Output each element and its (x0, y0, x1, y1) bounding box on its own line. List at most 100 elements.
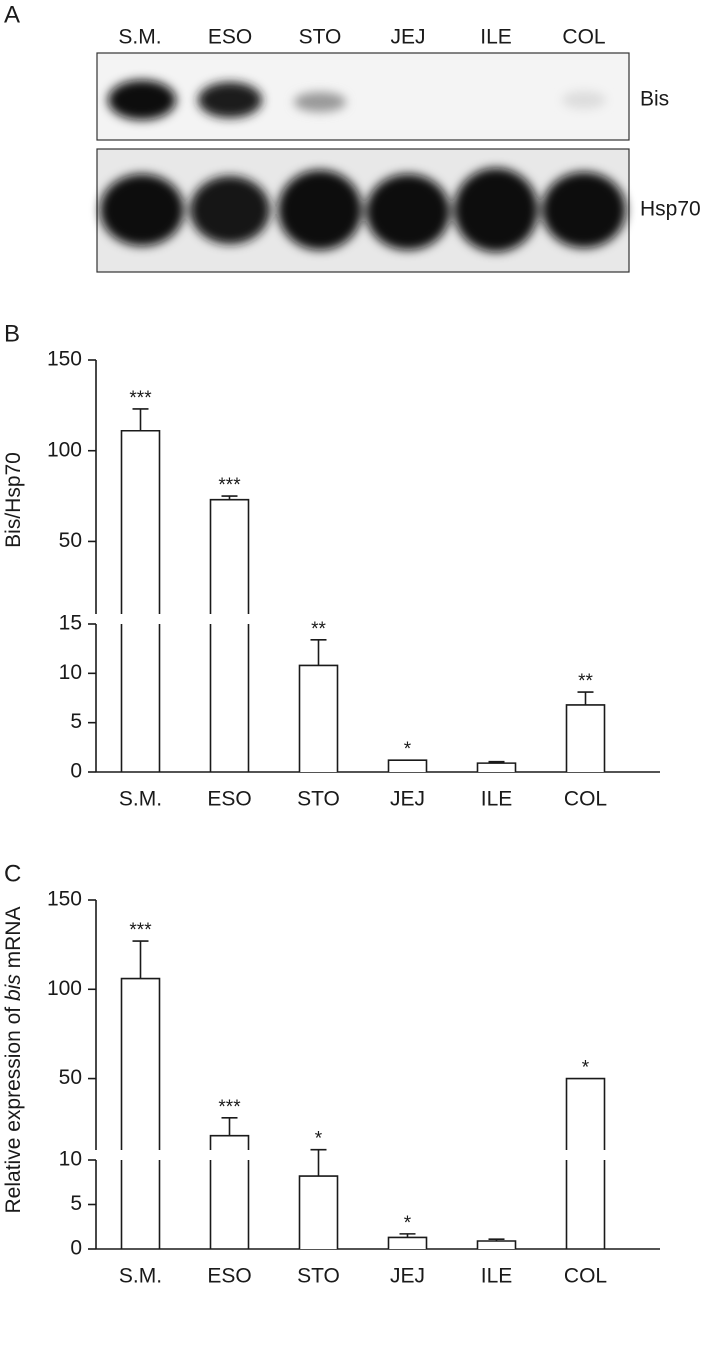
lane-labels: S.M. ESO STO JEJ ILE COL (118, 26, 605, 49)
bar-lower (120, 624, 161, 772)
significance-label: * (404, 739, 412, 760)
significance-label: * (315, 1129, 323, 1150)
band (294, 92, 346, 112)
y-tick-label: 0 (70, 1237, 82, 1260)
y-tick-label: 10 (59, 661, 82, 684)
chart: BBis/Hsp7005101550100150S.M.***ESO***STO… (2, 320, 660, 811)
band (100, 174, 184, 246)
band (278, 170, 362, 250)
y-axis-label-part: bis (2, 974, 25, 1001)
x-tick-label: JEJ (390, 1265, 425, 1288)
y-tick-label: 15 (59, 612, 82, 635)
bar (476, 762, 517, 772)
panel-label: C (4, 860, 21, 887)
bar (387, 1236, 428, 1249)
x-tick-label: S.M. (119, 1265, 162, 1288)
blot-hsp70 (96, 148, 630, 273)
significance-label: ** (311, 619, 326, 640)
y-tick-label: 100 (47, 438, 82, 461)
x-tick-label: S.M. (119, 788, 162, 811)
error-bar (488, 1238, 505, 1241)
error-bar (310, 1148, 327, 1177)
y-tick-label: 10 (59, 1148, 82, 1171)
bar (476, 1240, 517, 1249)
significance-label: *** (218, 475, 241, 496)
blot-frame (96, 52, 630, 141)
band (190, 176, 270, 244)
band (542, 172, 626, 248)
x-tick-label: ESO (207, 1265, 251, 1288)
band-label: Bis (640, 88, 669, 111)
significance-label: * (582, 1058, 590, 1079)
lane-label: ILE (480, 26, 512, 49)
error-bar (399, 1233, 416, 1238)
y-tick-label: 50 (59, 1066, 82, 1089)
y-tick-label: 100 (47, 977, 82, 1000)
blot-frame (96, 148, 630, 273)
lane-label: ESO (208, 26, 252, 49)
band (562, 91, 606, 109)
error-bar (132, 408, 149, 431)
y-axis-label-part: Relative expression of (2, 1001, 25, 1213)
y-tick-label: 0 (70, 760, 82, 783)
bar (298, 664, 339, 772)
bar (387, 759, 428, 772)
band (108, 80, 176, 120)
x-tick-label: COL (564, 1265, 607, 1288)
y-tick-label: 5 (70, 1192, 82, 1215)
x-tick-label: STO (297, 1265, 340, 1288)
y-tick-label: 50 (59, 529, 82, 552)
error-bar (221, 495, 238, 500)
band (198, 82, 262, 118)
bar-lower (209, 624, 250, 772)
error-bar (488, 760, 505, 764)
x-tick-label: ILE (481, 788, 513, 811)
lane-label: COL (562, 26, 605, 49)
chart: C Relative expression of bis mRNA 0 5 10 50 10… (2, 860, 660, 1288)
bar (565, 704, 606, 772)
significance-label: ** (578, 671, 593, 692)
lane-label: S.M. (118, 26, 161, 49)
band-label: Hsp70 (640, 198, 701, 221)
y-tick-label: 5 (70, 710, 82, 733)
bands (108, 80, 606, 120)
bar (120, 977, 161, 1150)
error-bar (310, 638, 327, 666)
bar-lower (209, 1160, 250, 1249)
y-axis-label-part: mRNA (2, 907, 25, 975)
significance-label: *** (129, 388, 152, 409)
bar-lower (120, 1160, 161, 1249)
band (366, 174, 450, 250)
x-tick-label: ESO (207, 788, 251, 811)
lane-label: JEJ (390, 26, 425, 49)
significance-label: * (404, 1213, 412, 1234)
significance-label: *** (218, 1097, 241, 1118)
lane-label: STO (299, 26, 342, 49)
significance-label: *** (129, 920, 152, 941)
y-tick-label: 150 (47, 888, 82, 911)
bar (209, 498, 250, 614)
panel-label: A (4, 1, 20, 28)
bar (298, 1175, 339, 1249)
error-bar (221, 1117, 238, 1136)
blot-bis (96, 52, 630, 141)
panel-label: B (4, 320, 20, 347)
y-tick-label: 150 (47, 348, 82, 371)
x-tick-label: COL (564, 788, 607, 811)
x-tick-label: STO (297, 788, 340, 811)
error-bar (577, 691, 594, 705)
y-axis-label: Bis/Hsp70 (2, 452, 25, 548)
y-axis-label: Relative expression of bis mRNA (2, 907, 25, 1214)
bands (100, 168, 626, 252)
band (454, 168, 538, 252)
x-tick-label: JEJ (390, 788, 425, 811)
bar-lower (565, 1160, 606, 1249)
bar (565, 1077, 606, 1150)
y-axis-label-part: Bis/Hsp70 (2, 452, 25, 548)
bar (120, 429, 161, 614)
x-tick-label: ILE (481, 1265, 513, 1288)
error-bar (132, 940, 149, 979)
bar (209, 1134, 250, 1150)
